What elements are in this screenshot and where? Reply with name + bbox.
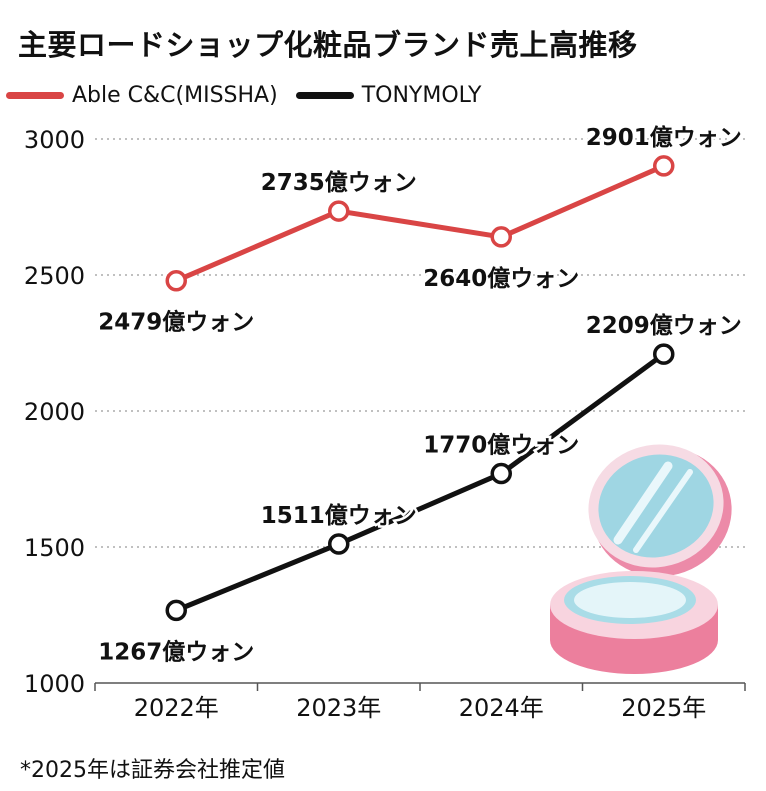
label-layer: 2479億ウォン 2735億ウォン 2640億ウォン 2901億ウォン 1267億ウォン… <box>96 121 745 667</box>
y-tick-label: 2000 <box>24 398 85 426</box>
legend-item-tonymoly: TONYMOLY <box>295 82 482 108</box>
data-label: 1511億ウォン <box>261 502 417 529</box>
data-point <box>328 200 350 222</box>
y-tick-label: 3000 <box>24 126 85 154</box>
data-label: 2640億ウォン <box>423 265 579 292</box>
legend: Able C&C(MISSHA) TONYMOLY <box>6 80 481 110</box>
data-point <box>490 226 512 248</box>
data-point <box>165 599 187 622</box>
legend-label-missha: Able C&C(MISSHA) <box>72 82 278 108</box>
data-point <box>490 462 512 485</box>
data-label: 2479億ウォン <box>98 309 254 336</box>
chart-title: 主要ロードショップ化粧品ブランド売上高推移 <box>18 28 638 62</box>
data-label: 2735億ウォン <box>261 169 417 196</box>
x-tick-label: 2022年 <box>134 694 219 722</box>
series-line-tonymoly <box>173 351 667 613</box>
data-label: 2901億ウォン <box>586 124 742 151</box>
series-layer <box>165 155 675 622</box>
data-point <box>653 155 675 177</box>
y-tick-label: 1000 <box>24 670 85 698</box>
legend-swatch-tonymoly <box>295 91 354 99</box>
x-tick-label: 2025年 <box>621 694 706 722</box>
data-point <box>165 269 187 292</box>
legend-label-tonymoly: TONYMOLY <box>361 82 482 108</box>
data-label: 1267億ウォン <box>98 638 254 665</box>
data-label: 2209億ウォン <box>586 312 742 339</box>
grid-layer <box>95 138 745 548</box>
series-line-missha <box>173 163 667 284</box>
axis-layer: 1000 1500 2000 2500 3000 2022年 2023年 2024年 2025年 <box>24 126 746 722</box>
x-tick-label: 2023年 <box>296 694 381 722</box>
line-chart: 1000 1500 2000 2500 3000 2022年 2023年 2024年 2025年… <box>23 121 746 722</box>
data-point <box>328 533 350 555</box>
data-label: 1770億ウォン <box>423 432 579 459</box>
compact-mirror-illustration <box>550 444 732 674</box>
legend-item-missha: Able C&C(MISSHA) <box>6 83 278 108</box>
data-point <box>653 343 675 365</box>
y-tick-label: 2500 <box>24 262 85 290</box>
y-tick-label: 1500 <box>24 534 85 562</box>
x-tick-label: 2024年 <box>459 694 544 722</box>
legend-swatch-missha <box>6 91 64 99</box>
footnote: *2025年は証券会社推定値 <box>20 758 285 783</box>
